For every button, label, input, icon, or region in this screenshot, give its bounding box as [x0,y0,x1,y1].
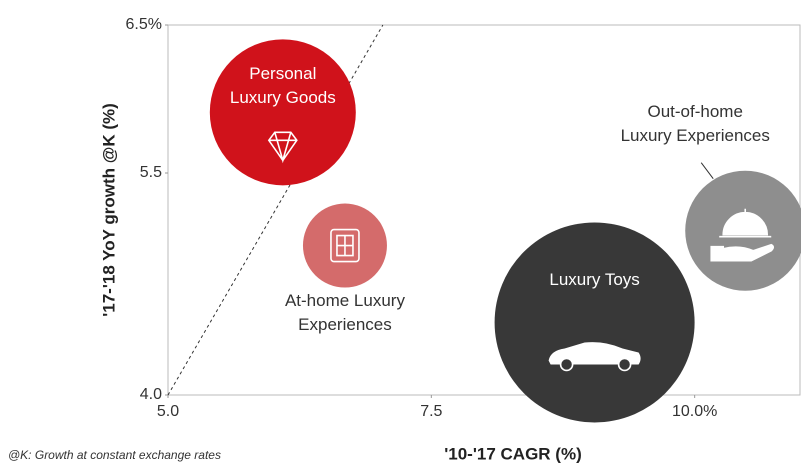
bubble-label: Luxury Toys [549,270,639,289]
bubble-label: Luxury Goods [230,88,336,107]
bubble-label: Out-of-home [648,102,743,121]
x-tick-label: 7.5 [420,403,442,420]
x-axis-title: '10-'17 CAGR (%) [444,444,582,463]
cloche-icon [719,208,772,238]
footnote: @K: Growth at constant exchange rates [8,448,221,462]
bubble-label: At-home Luxury [285,291,405,310]
car-icon [548,342,641,365]
bubble-label: Luxury Experiences [621,126,770,145]
leader-line [700,162,714,180]
x-tick-label: 5.0 [157,403,179,420]
y-tick-label: 5.5 [140,164,162,181]
bubble-label: Personal [249,64,316,83]
bubble-icon [548,342,641,372]
bubble-icon [330,228,360,263]
window-icon [330,228,360,263]
bubble [494,222,695,423]
wheel [559,357,574,372]
y-tick-label: 4.0 [140,386,162,403]
bubble-icon [710,208,775,262]
y-tick-label: 6.5% [126,16,162,33]
y-axis-title: '17-'18 YoY growth @K (%) [99,103,118,317]
window-lines [336,234,354,257]
bubble-icon [267,131,298,164]
wheel [617,357,632,372]
bubble-label: Experiences [298,315,392,334]
diamond-icon [267,131,298,164]
bubble [209,39,356,186]
hand-icon [710,243,775,262]
x-tick-label: 10.0% [672,403,717,420]
